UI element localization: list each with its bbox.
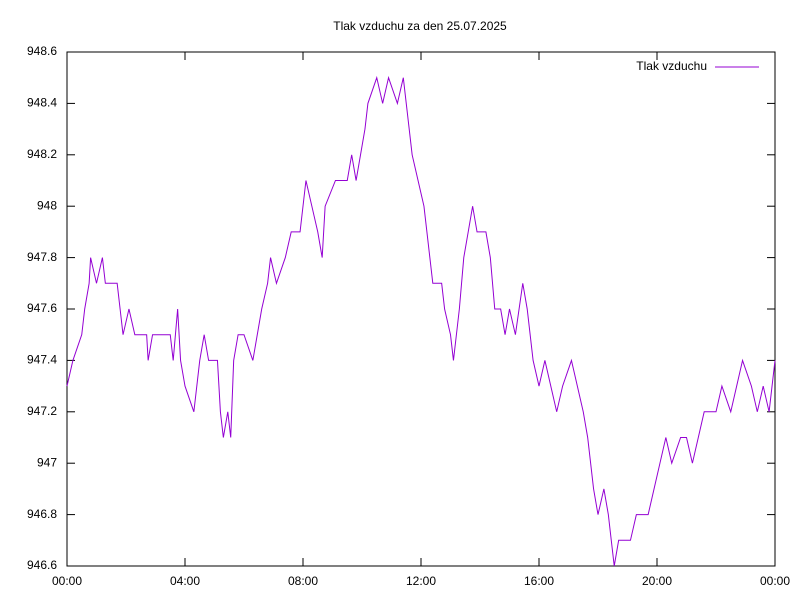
chart-title: Tlak vzduchu za den 25.07.2025 <box>333 19 507 33</box>
y-tick-label: 948.2 <box>27 147 57 161</box>
x-tick-label: 00:00 <box>52 574 82 588</box>
y-tick-label: 946.8 <box>27 507 57 521</box>
y-tick-label: 947.6 <box>27 301 57 315</box>
y-tick-label: 947.4 <box>27 353 57 367</box>
y-tick-label: 948 <box>37 198 57 212</box>
y-tick-label: 948.6 <box>27 44 57 58</box>
y-tick-label: 947 <box>37 455 57 469</box>
x-tick-label: 16:00 <box>524 574 554 588</box>
y-tick-label: 946.6 <box>27 558 57 572</box>
x-tick-label: 00:00 <box>760 574 790 588</box>
y-tick-label: 948.4 <box>27 96 57 110</box>
x-tick-label: 12:00 <box>406 574 436 588</box>
y-tick-label: 947.2 <box>27 404 57 418</box>
y-tick-label: 947.8 <box>27 250 57 264</box>
legend-label: Tlak vzduchu <box>636 59 707 73</box>
x-tick-label: 20:00 <box>642 574 672 588</box>
line <box>66 75 776 567</box>
x-tick-label: 04:00 <box>170 574 200 588</box>
x-tick-label: 08:00 <box>288 574 318 588</box>
